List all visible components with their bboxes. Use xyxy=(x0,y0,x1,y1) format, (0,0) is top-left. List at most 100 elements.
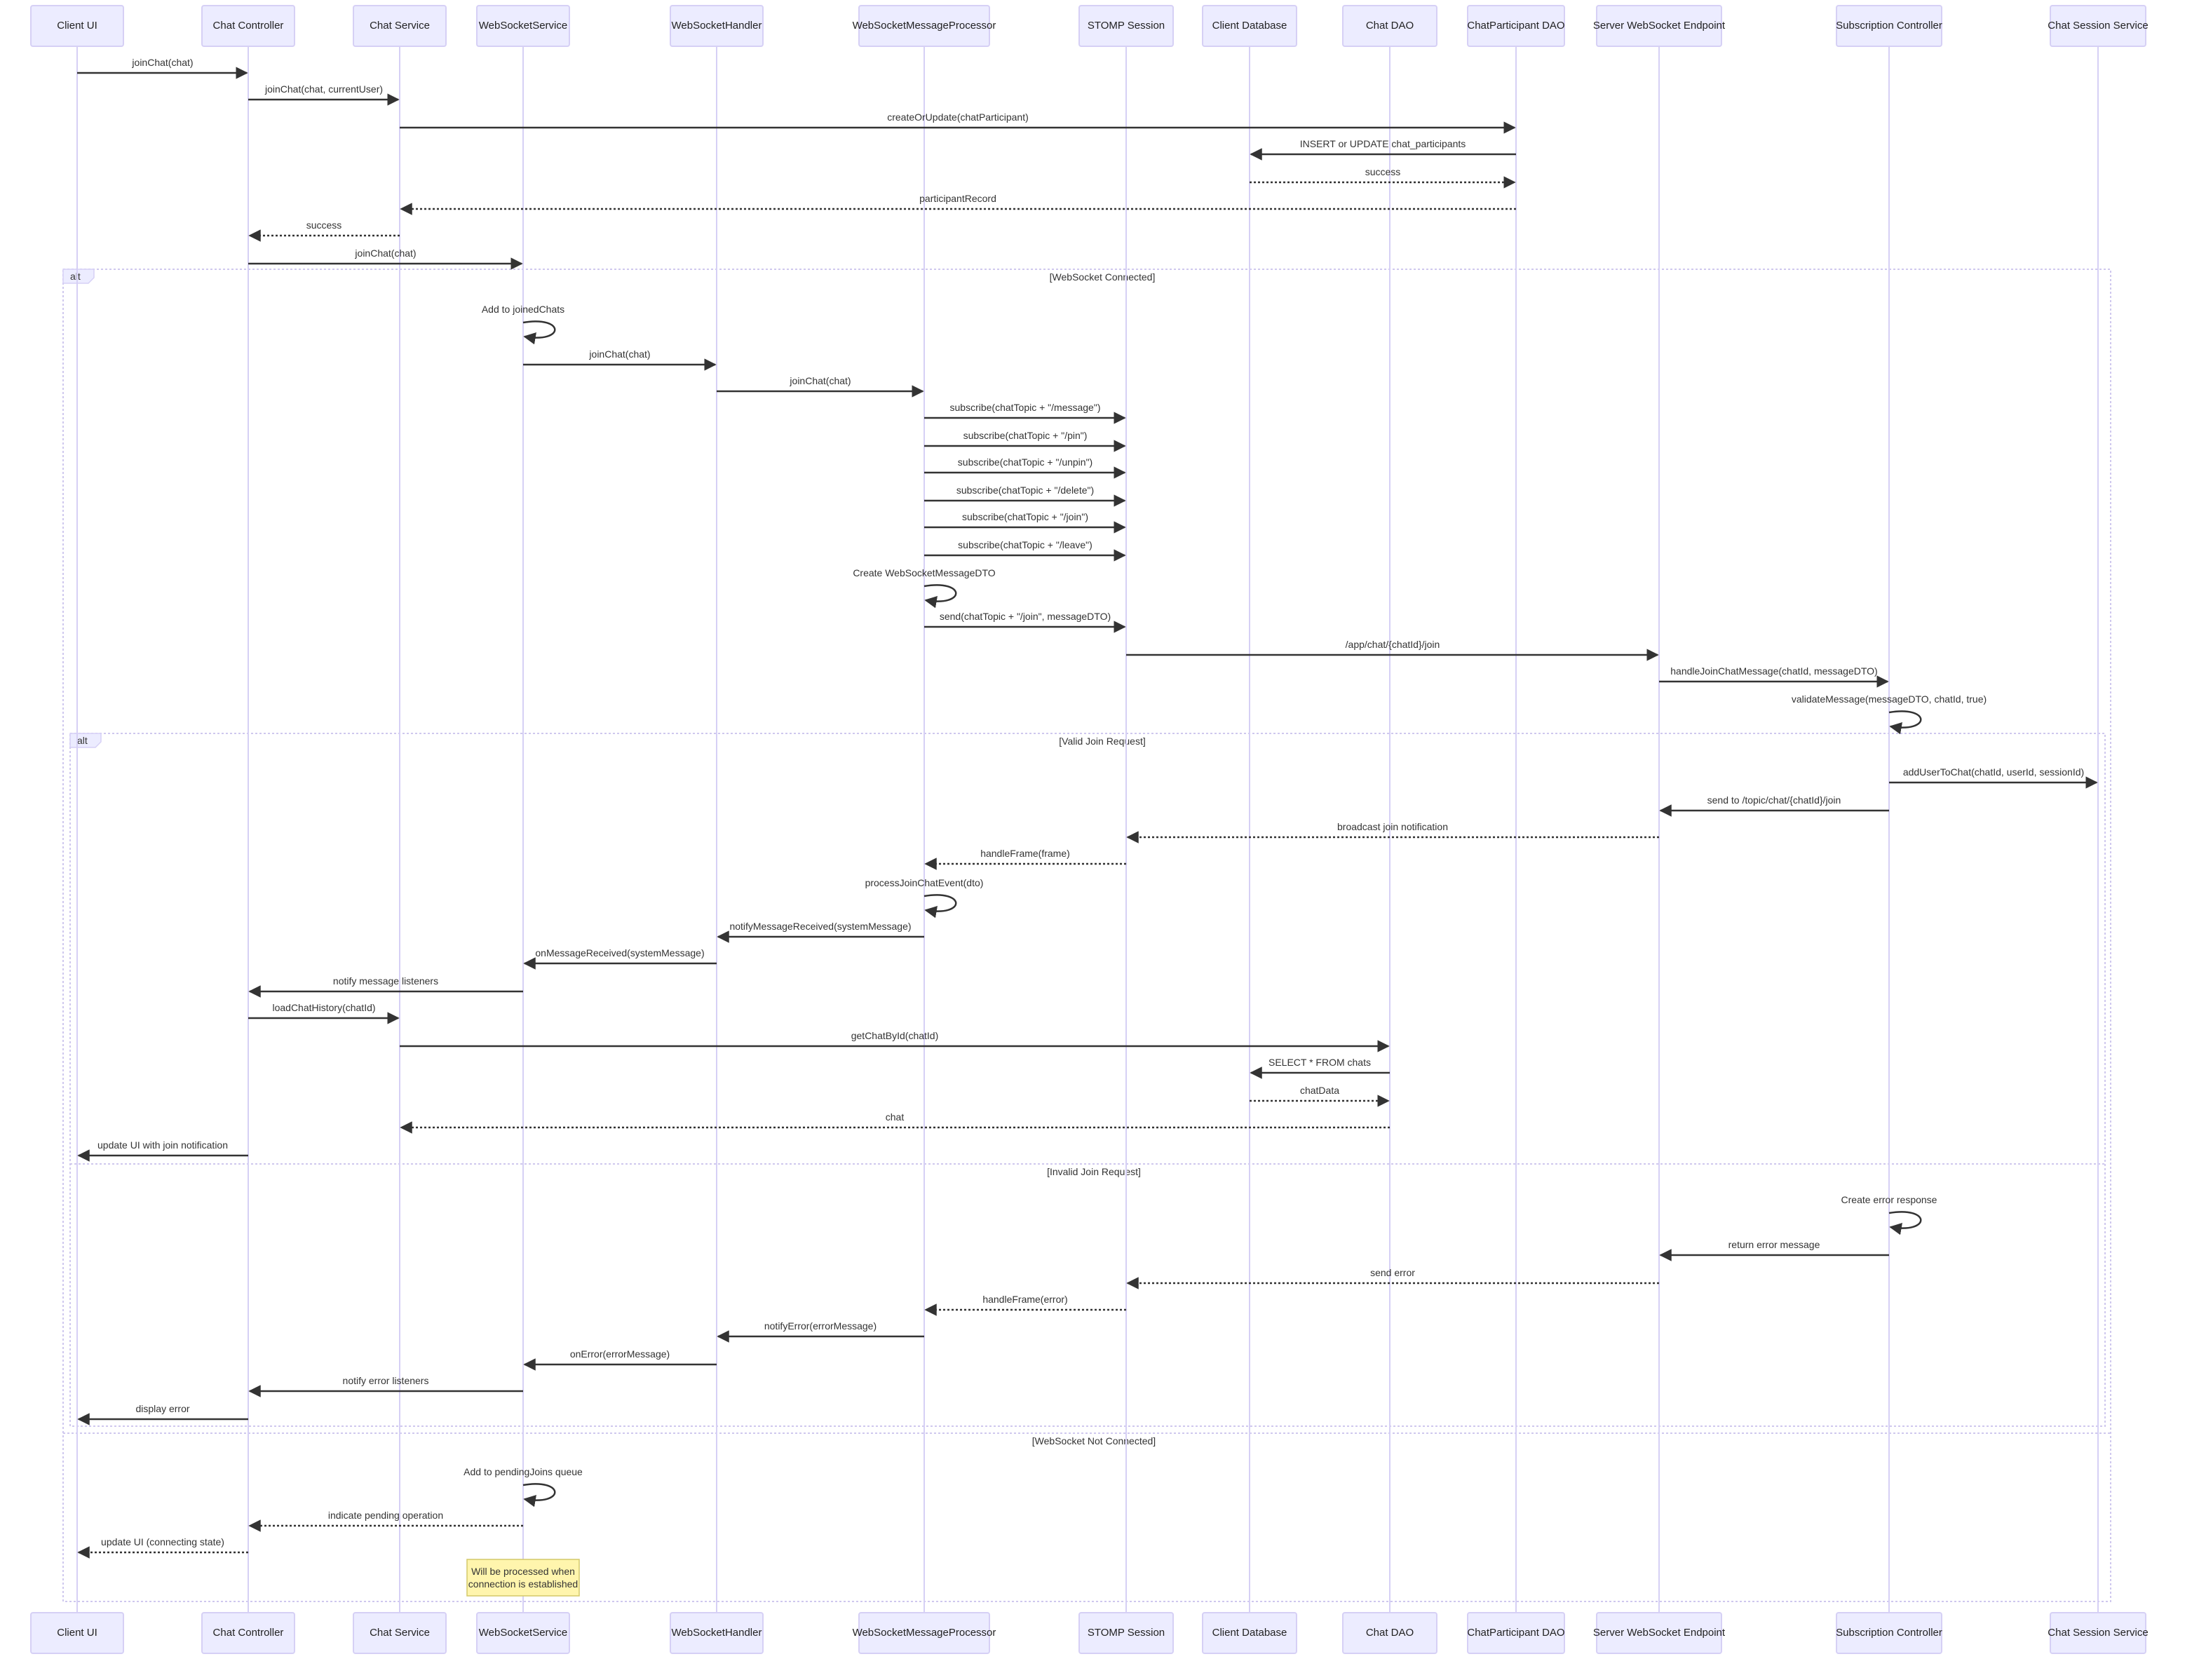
message-label: success xyxy=(1365,166,1401,177)
message: subscribe(chatTopic + "/delete") xyxy=(924,485,1126,507)
message-label: SELECT * FROM chats xyxy=(1268,1057,1371,1068)
frame-tag xyxy=(62,269,95,284)
actor-box xyxy=(201,1612,295,1654)
actor-bottom[interactable]: WebSocketMessageProcessor xyxy=(853,1612,996,1654)
message: subscribe(chatTopic + "/unpin") xyxy=(924,456,1126,479)
actor-top[interactable]: Subscription Controller xyxy=(1836,5,1942,47)
actor-box xyxy=(1836,1612,1942,1654)
actor-label: ChatParticipant DAO xyxy=(1467,20,1564,32)
message-label: subscribe(chatTopic + "/message") xyxy=(950,402,1101,413)
message-label: INSERT or UPDATE chat_participants xyxy=(1300,138,1466,149)
actor-bottom[interactable]: STOMP Session xyxy=(1078,1612,1174,1654)
actor-box xyxy=(201,5,295,47)
actor-top[interactable]: Chat Service xyxy=(353,5,447,47)
message-label: notifyError(errorMessage) xyxy=(764,1320,877,1332)
message: joinChat(chat, currentUser) xyxy=(248,83,400,106)
actor-top[interactable]: Client Database xyxy=(1202,5,1297,47)
actor-bottom[interactable]: Server WebSocket Endpoint xyxy=(1593,1612,1726,1654)
actor-box xyxy=(1836,5,1942,47)
actor-label: STOMP Session xyxy=(1088,1627,1165,1639)
message-arrow xyxy=(522,1483,556,1508)
message-arrow xyxy=(1888,710,1922,735)
frame-type-label: alt xyxy=(77,735,88,746)
message-label: Create WebSocketMessageDTO xyxy=(853,567,995,578)
actor-label: ChatParticipant DAO xyxy=(1467,1627,1564,1639)
message-label: joinChat(chat, currentUser) xyxy=(264,83,383,95)
message-label: indicate pending operation xyxy=(328,1510,443,1521)
message: onError(errorMessage) xyxy=(523,1348,717,1371)
message-label: send(chatTopic + "/join", messageDTO) xyxy=(940,611,1111,622)
message: /app/chat/{chatId}/join xyxy=(1126,639,1659,661)
message-label: joinChat(chat) xyxy=(588,348,650,360)
message-arrow xyxy=(923,894,957,919)
actor-box xyxy=(1202,1612,1297,1654)
actor-bottom[interactable]: Client Database xyxy=(1202,1612,1297,1654)
actor-bottom[interactable]: Subscription Controller xyxy=(1836,1612,1942,1654)
message-label: joinChat(chat) xyxy=(789,375,851,386)
message: handleFrame(frame) xyxy=(924,848,1126,870)
actor-top[interactable]: Client UI xyxy=(30,5,124,47)
frame-condition: [Invalid Join Request] xyxy=(1047,1166,1141,1177)
message-label: Add to joinedChats xyxy=(482,304,564,315)
message: notify message listeners xyxy=(248,975,523,998)
actor-bottom[interactable]: Client UI xyxy=(30,1612,124,1654)
note-text: Will be processed when xyxy=(471,1566,575,1577)
actor-top[interactable]: WebSocketHandler xyxy=(670,5,764,47)
actor-label: Chat DAO xyxy=(1366,20,1414,32)
actor-label: Subscription Controller xyxy=(1836,20,1942,32)
actor-top[interactable]: Server WebSocket Endpoint xyxy=(1593,5,1726,47)
actor-label: WebSocketService xyxy=(479,1627,567,1639)
message: send(chatTopic + "/join", messageDTO) xyxy=(924,611,1126,633)
message: loadChatHistory(chatId) xyxy=(248,1002,400,1024)
message-label: onError(errorMessage) xyxy=(570,1348,670,1360)
actor-top[interactable]: STOMP Session xyxy=(1078,5,1174,47)
message-arrow xyxy=(522,320,556,345)
message-label: onMessageReceived(systemMessage) xyxy=(535,947,704,958)
actor-bottom[interactable]: Chat Controller xyxy=(201,1612,295,1654)
message: handleFrame(error) xyxy=(924,1294,1126,1316)
message: chat xyxy=(400,1111,1390,1134)
actor-bottom[interactable]: Chat Service xyxy=(353,1612,447,1654)
alt-frame: alt [WebSocket Connected] [WebSocket Not C… xyxy=(62,269,2111,1602)
actor-bottom[interactable]: Chat DAO xyxy=(1342,1612,1437,1654)
actor-label: WebSocketHandler xyxy=(672,20,762,32)
frame-border xyxy=(62,269,2111,1602)
actor-top[interactable]: ChatParticipant DAO xyxy=(1467,5,1565,47)
message-label: success xyxy=(306,219,342,231)
message: INSERT or UPDATE chat_participants xyxy=(1250,138,1516,161)
message-label: joinChat(chat) xyxy=(354,248,416,259)
message: handleJoinChatMessage(chatId, messageDTO… xyxy=(1659,665,1889,688)
message-label: createOrUpdate(chatParticipant) xyxy=(887,111,1029,123)
actor-top[interactable]: Chat Session Service xyxy=(2048,5,2149,47)
message-label: subscribe(chatTopic + "/pin") xyxy=(963,430,1088,441)
message: joinChat(chat) xyxy=(523,348,717,371)
actor-top[interactable]: WebSocketService xyxy=(476,5,570,47)
message-label: validateMessage(messageDTO, chatId, true… xyxy=(1792,693,1987,705)
message-label: participantRecord xyxy=(919,193,996,204)
actor-top[interactable]: WebSocketMessageProcessor xyxy=(853,5,996,47)
actor-label: Client Database xyxy=(1212,1627,1287,1639)
actor-bottom[interactable]: ChatParticipant DAO xyxy=(1467,1612,1565,1654)
message-label: update UI (connecting state) xyxy=(101,1536,224,1547)
actor-top[interactable]: Chat Controller xyxy=(201,5,295,47)
message-label: notify message listeners xyxy=(333,975,438,987)
message: update UI with join notification xyxy=(77,1139,248,1162)
message: notifyMessageReceived(systemMessage) xyxy=(717,921,924,943)
actor-label: Chat Service xyxy=(370,1627,430,1639)
actor-bottom[interactable]: WebSocketService xyxy=(476,1612,570,1654)
actor-box xyxy=(858,1612,990,1654)
actor-box xyxy=(670,5,764,47)
actor-bottom[interactable]: WebSocketHandler xyxy=(670,1612,764,1654)
actor-bottom[interactable]: Chat Session Service xyxy=(2048,1612,2149,1654)
message: SELECT * FROM chats xyxy=(1250,1057,1390,1079)
actor-top[interactable]: Chat DAO xyxy=(1342,5,1437,47)
actor-label: Chat Service xyxy=(370,20,430,32)
frame-condition: [Valid Join Request] xyxy=(1059,736,1145,747)
message-label: joinChat(chat) xyxy=(131,57,193,68)
actor-box xyxy=(1342,5,1437,47)
self-message: processJoinChatEvent(dto) xyxy=(865,877,983,919)
actor-label: Subscription Controller xyxy=(1836,1627,1942,1639)
message-label: handleFrame(error) xyxy=(982,1294,1067,1305)
message-label: broadcast join notification xyxy=(1337,821,1448,832)
